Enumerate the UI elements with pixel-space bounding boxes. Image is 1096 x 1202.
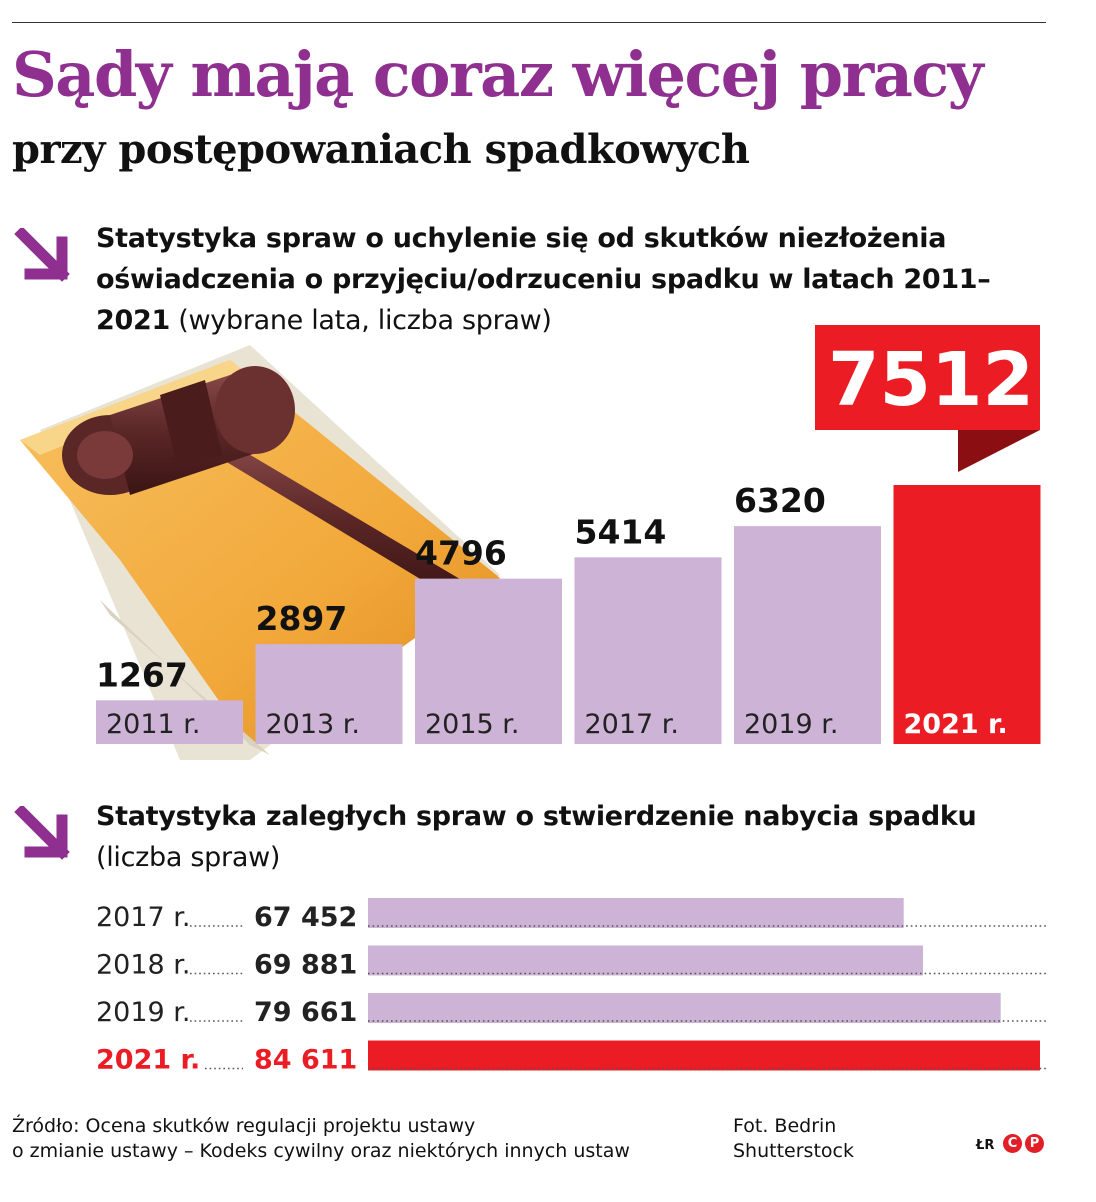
page-subtitle: przy postępowaniach spadkowych	[12, 126, 750, 173]
hbar-value-label: 79 661	[254, 997, 357, 1028]
section2-heading-note: (liczba spraw)	[96, 842, 281, 873]
vbar-category-label: 2011 r.	[106, 709, 201, 740]
vbar-value-label: 2897	[256, 599, 348, 638]
vbar-2	[415, 578, 562, 744]
hbar-value-label: 84 611	[254, 1045, 357, 1076]
highlight-pointer	[958, 430, 1040, 472]
hbar-category-label: 2017 r.	[96, 902, 191, 933]
section1-heading: Statystyka spraw o uchylenie się od skut…	[96, 218, 996, 341]
vbar-value-label: 5414	[575, 512, 667, 551]
vbar-category-label: 2015 r.	[425, 709, 520, 740]
hbar-0	[368, 898, 904, 928]
copyright-c-icon: C	[1003, 1134, 1022, 1153]
vbar-value-label: 1267	[96, 655, 188, 694]
hbar-category-label: 2019 r.	[96, 997, 191, 1028]
source-line-1: Źródło: Ocena skutków regulacji projektu…	[12, 1115, 476, 1137]
vbar-1	[255, 644, 403, 744]
hbar-2	[368, 993, 1001, 1023]
section2-heading: Statystyka zaległych spraw o stwierdzeni…	[96, 796, 1056, 878]
vbar-category-label: 2021 r.	[904, 709, 1008, 740]
author-initials: ŁR	[976, 1138, 995, 1153]
photo-credit-line-1: Fot. Bedrin	[733, 1115, 837, 1137]
vbar-0	[96, 700, 243, 744]
hbar-category-label: 2021 r.	[96, 1045, 200, 1076]
vbar-category-label: 2019 r.	[744, 709, 839, 740]
hbar-1	[368, 945, 924, 976]
hbar-3	[368, 1040, 1040, 1071]
copyright-p-icon: P	[1025, 1134, 1044, 1153]
vbar-4	[734, 526, 881, 744]
arrow-down-right-icon-2	[14, 806, 70, 860]
hbar-category-label: 2018 r.	[96, 950, 191, 981]
folder-illustration	[20, 345, 500, 760]
source-line-2: o zmianie ustawy – Kodeks cywilny oraz n…	[12, 1140, 630, 1162]
vbar-value-label: 6320	[734, 481, 826, 520]
photo-credit: Fot. Bedrin Shutterstock	[733, 1114, 854, 1164]
section1-heading-note: (wybrane lata, liczba spraw)	[178, 305, 552, 336]
arrow-down-right-icon	[14, 228, 70, 282]
vbar-value-label: 4796	[415, 534, 507, 573]
hbar-value-label: 69 881	[254, 950, 357, 981]
highlight-value: 7512	[828, 337, 1034, 423]
vbar-category-label: 2017 r.	[585, 709, 680, 740]
vbar-3	[574, 557, 722, 744]
vbar-category-label: 2013 r.	[266, 709, 361, 740]
vbar-5	[893, 485, 1041, 744]
photo-credit-line-2: Shutterstock	[733, 1140, 854, 1162]
page-title: Sądy mają coraz więcej pracy	[12, 38, 984, 111]
section1-heading-bold: Statystyka spraw o uchylenie się od skut…	[96, 223, 991, 336]
top-rule	[12, 22, 1046, 23]
hbar-value-label: 67 452	[254, 902, 357, 933]
section2-heading-bold: Statystyka zaległych spraw o stwierdzeni…	[96, 801, 977, 832]
gavel-illustration	[62, 366, 470, 600]
source-note: Źródło: Ocena skutków regulacji projektu…	[12, 1114, 630, 1164]
